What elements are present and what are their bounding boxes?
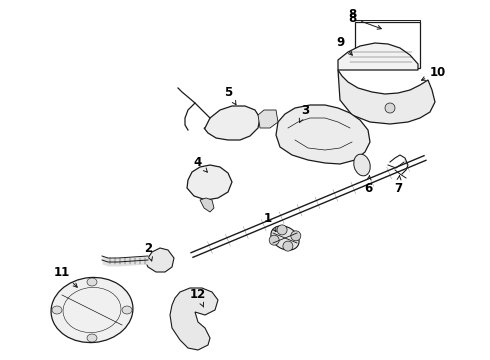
Polygon shape: [338, 43, 418, 70]
Ellipse shape: [385, 103, 395, 113]
Text: 3: 3: [299, 104, 309, 122]
Circle shape: [277, 225, 287, 235]
Text: 8: 8: [348, 9, 356, 22]
Ellipse shape: [51, 278, 133, 343]
Ellipse shape: [271, 226, 299, 250]
Circle shape: [291, 231, 301, 241]
Text: 10: 10: [421, 66, 446, 80]
Ellipse shape: [354, 154, 370, 176]
Polygon shape: [187, 165, 232, 200]
Text: 6: 6: [364, 176, 372, 194]
Text: 1: 1: [264, 211, 276, 232]
Text: 7: 7: [394, 176, 402, 194]
Polygon shape: [258, 110, 278, 128]
Polygon shape: [145, 248, 174, 272]
Polygon shape: [170, 288, 218, 350]
Text: 11: 11: [54, 266, 77, 287]
Text: 5: 5: [224, 85, 236, 105]
Text: 2: 2: [144, 242, 152, 261]
Ellipse shape: [87, 278, 97, 286]
Ellipse shape: [122, 306, 132, 314]
Ellipse shape: [52, 306, 62, 314]
Polygon shape: [204, 106, 260, 140]
Text: 8: 8: [348, 12, 381, 29]
Text: 4: 4: [194, 156, 207, 172]
Polygon shape: [276, 105, 370, 164]
Polygon shape: [338, 70, 435, 124]
Text: 12: 12: [190, 288, 206, 307]
Text: 9: 9: [336, 36, 352, 55]
Circle shape: [269, 235, 279, 245]
Polygon shape: [200, 198, 214, 212]
Circle shape: [283, 241, 293, 251]
Ellipse shape: [87, 334, 97, 342]
